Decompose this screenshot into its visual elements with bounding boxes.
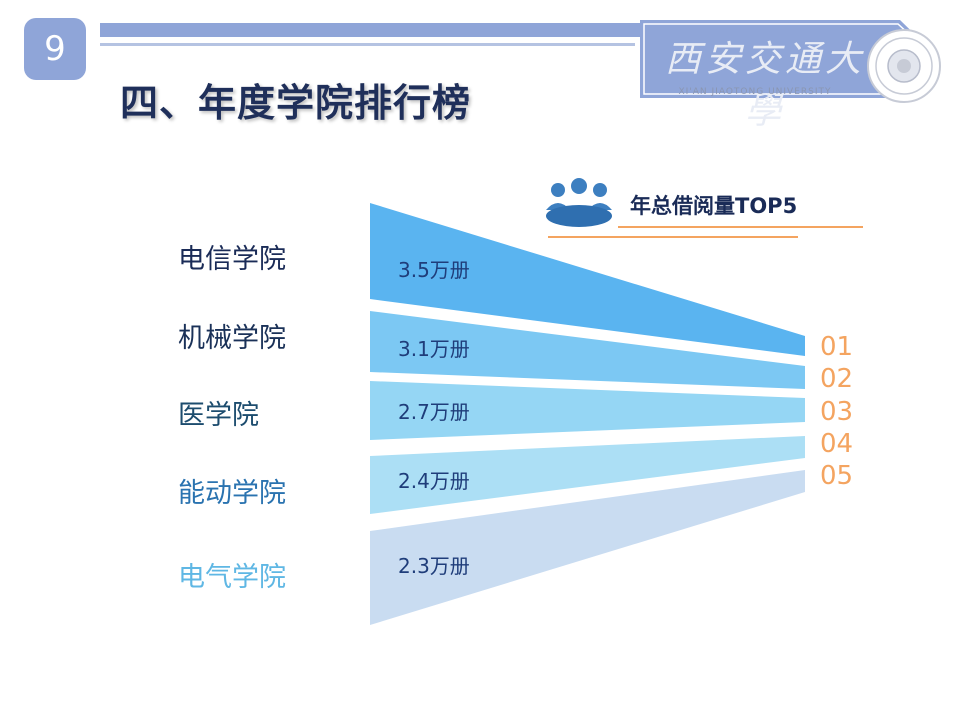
value-label-01: 3.5万册 [398,258,470,282]
ribbon-02 [370,311,805,389]
header-divider-lines [100,23,645,46]
college-label-05: 电气学院 [178,562,286,593]
college-label-03: 医学院 [178,400,259,431]
college-label-04: 能动学院 [178,478,286,509]
rank-label-03: 03 [820,397,854,427]
section-label: 年总借阅量TOP5 [630,194,798,218]
value-label-04: 2.4万册 [398,469,470,493]
value-label-02: 3.1万册 [398,337,470,361]
university-seal-icon [867,29,941,103]
ribbon-01 [370,203,805,356]
college-label-02: 机械学院 [178,323,286,354]
rank-label-02: 02 [820,364,854,394]
rank-label-04: 04 [820,429,854,459]
value-label-05: 2.3万册 [398,554,470,578]
slide-number-badge: 9 [24,18,86,80]
page-title: 四、年度学院排行榜 [120,81,472,125]
university-name-en: XI'AN JIAOTONG UNIVERSITY [678,87,832,97]
rank-label-01: 01 [820,332,854,362]
section-underline [548,226,863,238]
value-label-03: 2.7万册 [398,400,470,424]
ribbon-05 [370,470,805,625]
college-label-01: 电信学院 [178,244,286,275]
rank-label-05: 05 [820,461,854,491]
ribbon-03 [370,381,805,440]
people-group-icon [546,178,612,227]
university-name-cn: 西安交通大學 [664,39,865,132]
ribbon-04 [370,436,805,514]
